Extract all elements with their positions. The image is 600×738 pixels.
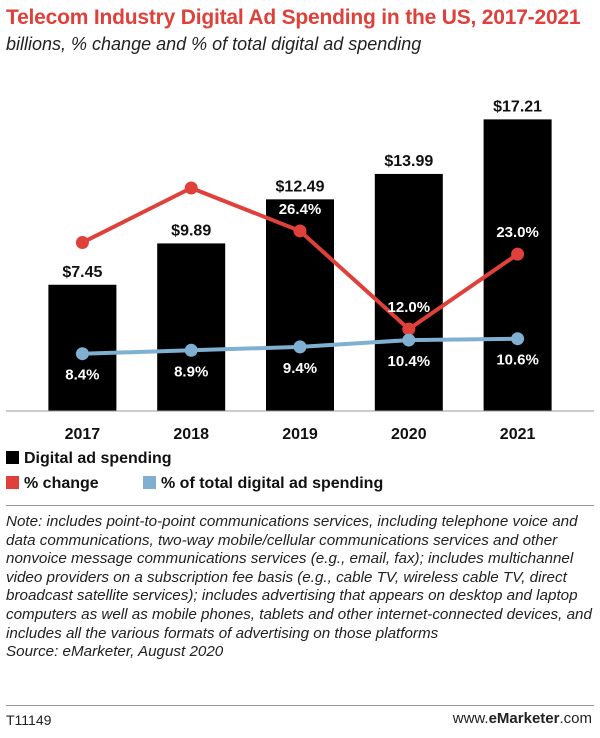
change-label-2020: 12.0% (388, 299, 431, 316)
change-label-2018: 32.7% (170, 158, 213, 175)
site-suffix: .com (559, 710, 592, 727)
x-tick-label-2019: 2019 (282, 426, 318, 442)
bar-value-label-2018: $9.89 (171, 222, 211, 239)
share-label-2017: 8.4% (65, 367, 99, 384)
legend-swatch-black (6, 451, 19, 464)
share-point-2017 (75, 347, 89, 361)
change-label-2017: 24.7% (61, 213, 104, 230)
chart-subtitle: billions, % change and % of total digita… (6, 34, 422, 54)
change-point-2018 (184, 181, 198, 195)
bar-2021 (483, 119, 552, 411)
divider-top (6, 505, 594, 506)
share-point-2018 (184, 343, 198, 357)
source-text: Source: eMarketer, August 2020 (6, 643, 224, 661)
bar-2020 (374, 173, 443, 411)
legend-item-percent-of-total: % of total digital ad spending (143, 475, 383, 493)
change-point-2017 (75, 236, 89, 250)
site-brand: eMarketer (488, 710, 560, 727)
x-tick-label-2018: 2018 (173, 426, 209, 442)
bar-value-label-2020: $13.99 (384, 153, 433, 170)
share-point-2020 (402, 333, 416, 347)
emarketer-link[interactable]: www.eMarketer.com (453, 710, 592, 727)
chart-id: T11149 (6, 712, 52, 728)
bar-value-label-2021: $17.21 (493, 98, 542, 115)
share-label-2020: 10.4% (388, 353, 431, 370)
share-point-2021 (511, 332, 525, 346)
legend-label-percent-change: % change (24, 475, 99, 492)
chart-note: Note: includes point-to-point communicat… (6, 513, 594, 662)
change-label-2019: 26.4% (279, 201, 322, 218)
share-label-2021: 10.6% (496, 352, 539, 369)
share-point-2019 (293, 340, 307, 354)
legend-label-percent-of-total: % of total digital ad spending (161, 475, 384, 492)
legend-label-digital-ad-spending: Digital ad spending (24, 450, 172, 467)
change-label-2021: 23.0% (496, 224, 539, 241)
x-tick-label-2020: 2020 (391, 426, 427, 442)
bar-value-label-2019: $12.49 (276, 178, 325, 195)
x-tick-label-2017: 2017 (65, 426, 101, 442)
change-point-2021 (511, 247, 525, 261)
x-tick-label-2021: 2021 (500, 426, 536, 442)
legend-swatch-blue (143, 476, 156, 489)
chart-title: Telecom Industry Digital Ad Spending in … (6, 6, 581, 29)
legend-swatch-red (6, 476, 19, 489)
bar-value-label-2017: $7.45 (62, 264, 102, 281)
note-text: Note: includes point-to-point communicat… (6, 513, 592, 642)
site-prefix: www. (452, 710, 489, 727)
divider-bottom (6, 705, 594, 706)
chart-area: $7.45 $9.89 $12.49 $13.99 $17.21 2017 2018 2019… (6, 98, 594, 442)
share-label-2019: 9.4% (283, 360, 317, 377)
legend-item-percent-change: % change (6, 475, 99, 493)
legend-item-digital-ad-spending: Digital ad spending (6, 450, 172, 468)
bar-2018 (157, 243, 226, 411)
change-point-2019 (293, 224, 307, 238)
share-label-2018: 8.9% (174, 363, 208, 380)
change-point-2020 (402, 322, 416, 336)
